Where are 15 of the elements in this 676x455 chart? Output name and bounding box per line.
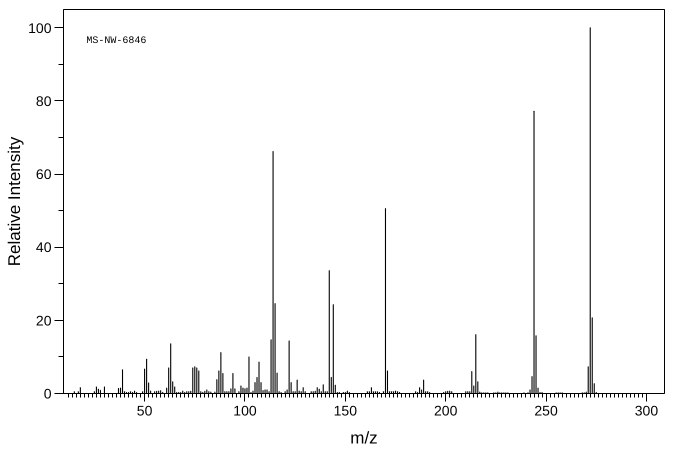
- x-tick-label: 200: [434, 402, 458, 418]
- x-tick-label: 300: [634, 402, 658, 418]
- x-tick-label: 100: [233, 402, 257, 418]
- y-tick-label: 20: [36, 312, 52, 328]
- x-tick-label: 50: [136, 402, 153, 418]
- y-tick-label: 80: [36, 92, 52, 109]
- x-axis-title: m/z: [350, 428, 378, 448]
- y-tick-label: 100: [28, 20, 52, 36]
- x-tick-label: 250: [534, 402, 558, 418]
- y-tick-label: 60: [36, 166, 52, 182]
- y-tick-label: 40: [36, 239, 52, 256]
- y-axis-title: Relative Intensity: [5, 136, 24, 266]
- y-tick-label: 0: [44, 386, 52, 402]
- annotation: MS-NW-6846: [86, 36, 146, 47]
- x-tick-label: 150: [334, 402, 358, 418]
